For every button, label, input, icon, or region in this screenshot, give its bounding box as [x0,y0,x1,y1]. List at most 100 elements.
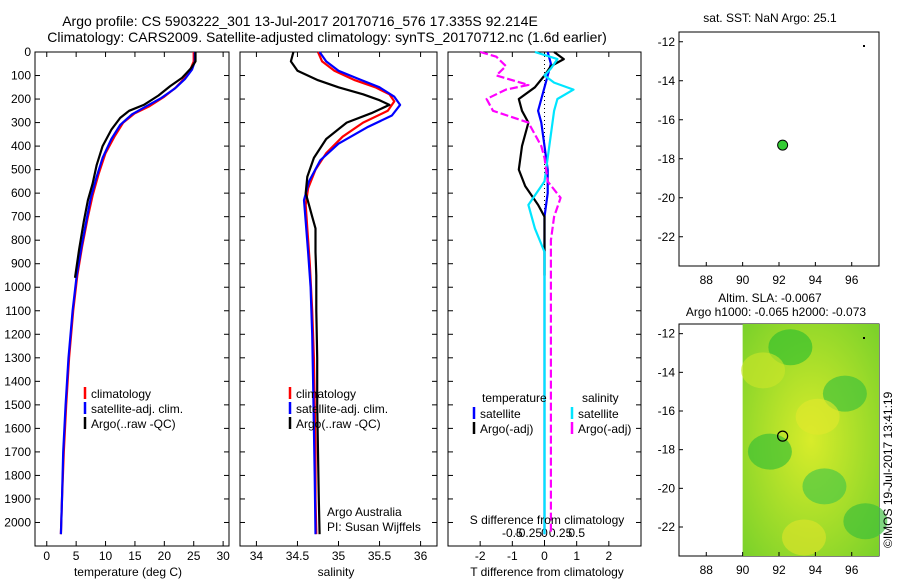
x-tick-label: 34 [250,549,264,563]
y-tick-label: -12 [658,327,676,341]
sla-blob [747,433,792,470]
sla-blob [822,375,867,412]
x2-tick-label: 0.5 [568,526,585,540]
legend-label: Argo(-adj) [480,422,533,436]
y-tick-label: -14 [658,365,676,379]
y-tick-label: 1400 [4,374,31,388]
salinity-annotation-2: PI: Susan Wijffels [327,520,421,534]
temperature-panel: 0 5 10 15 20 25 300100200300400500600700800900… [4,45,230,563]
x-tick-label: 10 [99,549,113,563]
x-tick-label: 88 [700,273,714,287]
x-tick-label: 1 [573,549,580,563]
x-tick-label: 35.5 [368,549,392,563]
argo-location-marker [777,430,789,442]
y-tick-label: 1000 [4,280,31,294]
y-tick-label: -16 [658,404,676,418]
x-tick-label: 88 [700,563,714,577]
figure-title-line1: Argo profile: CS 5903222_301 13-Jul-2017… [62,13,538,29]
x-tick-label: 96 [845,563,859,577]
sla-map-subtitle: Argo h1000: -0.065 h2000: -0.073 [686,305,866,319]
series-salinity-satellite [527,50,575,535]
plot-frame [239,51,438,547]
x-tick-label: 0 [541,549,548,563]
y-tick-label: 600 [11,186,31,200]
plot-frame [34,51,230,547]
sst-map-title: sat. SST: NaN Argo: 25.1 [703,11,837,25]
series-salinity-argo-adj- [479,50,562,535]
x-tick-label: 35 [332,549,346,563]
y-tick-label: 1200 [4,327,31,341]
y-tick-label: -22 [658,230,676,244]
y-tick-label: 0 [24,45,31,59]
series-satellite-adj-clim- [302,51,402,535]
sla-map-panel: 88 90 92 94 96 -12 -14 -16 -18 -20 -22 [658,323,888,577]
difference-panel: -2-1012-0.5-0.2500.250.5temperaturesalin… [447,50,642,563]
imos-watermark: ©IMOS 19-Jul-2017 13:41:19 [881,391,895,548]
y-tick-label: 700 [11,210,31,224]
difference-xlabel: T difference from climatology [470,565,624,579]
sla-blob [843,503,888,540]
legend-label: Argo(..raw -QC) [91,417,176,431]
y-tick-label: 1900 [4,492,31,506]
x-tick-label: 34.5 [286,549,310,563]
x-tick-label: 90 [736,273,750,287]
x-tick-label: 90 [736,563,750,577]
y-tick-label: 100 [11,69,31,83]
y-tick-label: 1600 [4,421,31,435]
series-argo-raw-qc- [73,52,197,278]
x-tick-label: 30 [216,549,230,563]
legend-label: satellite-adj. clim. [296,402,388,416]
sla-blob [782,519,826,556]
x-tick-label: 15 [128,549,142,563]
x-tick-label: 36 [414,549,428,563]
y-tick-label: -18 [658,443,676,457]
x-tick-label: 25 [187,549,201,563]
legend-label: Argo(-adj) [578,422,631,436]
legend-header-temperature: temperature [482,391,547,405]
y-tick-label: 900 [11,257,31,271]
island-dot [863,45,865,47]
x2-tick-label: 0.25 [549,526,573,540]
y-tick-label: 500 [11,163,31,177]
sla-blob [741,352,786,389]
y-tick-label: -20 [658,191,676,205]
y-tick-label: -14 [658,74,676,88]
legend-label: Argo(..raw -QC) [296,417,381,431]
y-tick-label: 1800 [4,468,31,482]
x-tick-label: 94 [809,273,823,287]
y-tick-label: 200 [11,92,31,106]
y-tick-label: -12 [658,35,676,49]
island-dot [863,337,865,339]
salinity-annotation-1: Argo Australia [327,505,402,519]
y-tick-label: 1500 [4,398,31,412]
x-tick-label: 92 [772,273,786,287]
y-tick-label: -22 [658,520,676,534]
temperature-xlabel: temperature (deg C) [74,565,182,579]
sla-blob [768,329,813,366]
x-tick-label: 2 [605,549,612,563]
x-tick-label: 94 [809,563,823,577]
argo-location-marker [777,139,789,151]
y-tick-label: -18 [658,152,676,166]
x2-tick-label: -0.5 [502,526,523,540]
y-tick-label: 1100 [5,304,31,318]
series-argo-raw-qc- [289,51,391,535]
y-tick-label: -20 [658,481,676,495]
legend-header-salinity: salinity [582,391,619,405]
x-tick-label: -2 [475,549,486,563]
y-tick-label: -16 [658,113,676,127]
sla-map-title: Altim. SLA: -0.0067 [718,291,822,305]
sst-map-panel: 88 90 92 94 96 -12 -14 -16 -18 -20 -22 [658,31,880,287]
legend-label: satellite [578,407,619,421]
legend-label: climatology [296,387,356,401]
y-tick-label: 2000 [4,515,31,529]
x-tick-label: 0 [43,549,50,563]
y-tick-label: 300 [11,116,31,130]
salinity-xlabel: salinity [318,565,355,579]
figure-title-line2: Climatology: CARS2009. Satellite-adjuste… [47,29,607,45]
legend-label: satellite [480,407,521,421]
series-satellite-adj-clim- [59,52,196,535]
x-tick-label: 96 [845,273,859,287]
y-tick-label: 1300 [4,351,31,365]
y-tick-label: 800 [11,233,31,247]
